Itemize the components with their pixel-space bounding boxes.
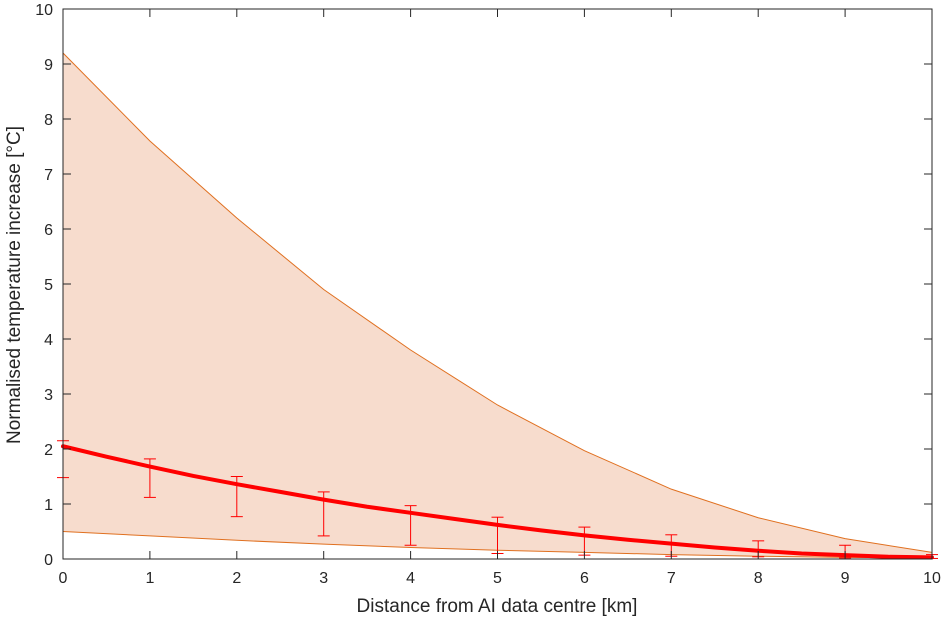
axes: 0 1 2 3 4 5 6 7 8 9 10 0 1 2 3 4 5 6 7 8 9 10 (35, 2, 941, 587)
x-tick-label: 4 (406, 570, 415, 587)
x-tick-label: 5 (493, 570, 502, 587)
y-tick-label: 1 (44, 497, 53, 514)
y-tick-label: 10 (35, 2, 53, 19)
y-tick-label: 0 (44, 552, 53, 569)
x-tick-label: 1 (145, 570, 154, 587)
y-tick-label: 5 (44, 277, 53, 294)
y-tick-label: 2 (44, 442, 53, 459)
x-tick-label: 9 (841, 570, 850, 587)
x-tick-label: 6 (580, 570, 589, 587)
x-tick-label: 3 (319, 570, 328, 587)
y-tick-label: 3 (44, 387, 53, 404)
uncertainty-band (63, 53, 932, 558)
x-tick-label: 2 (232, 570, 241, 587)
y-tick-label: 7 (44, 167, 53, 184)
y-tick-label: 6 (44, 222, 53, 239)
y-tick-label: 4 (44, 332, 53, 349)
y-tick-label: 9 (44, 57, 53, 74)
y-axis-label: Normalised temperature increase [°C] (4, 126, 25, 444)
x-axis-label: Distance from AI data centre [km] (357, 596, 638, 617)
x-tick-label: 10 (923, 570, 941, 587)
band-upper-edge (62, 52, 933, 553)
plot-area (57, 52, 938, 560)
x-tick-label: 8 (754, 570, 763, 587)
x-tick-label: 7 (667, 570, 676, 587)
x-tick-label: 0 (59, 570, 68, 587)
mean-line (61, 444, 934, 560)
y-tick-label: 8 (44, 112, 53, 129)
